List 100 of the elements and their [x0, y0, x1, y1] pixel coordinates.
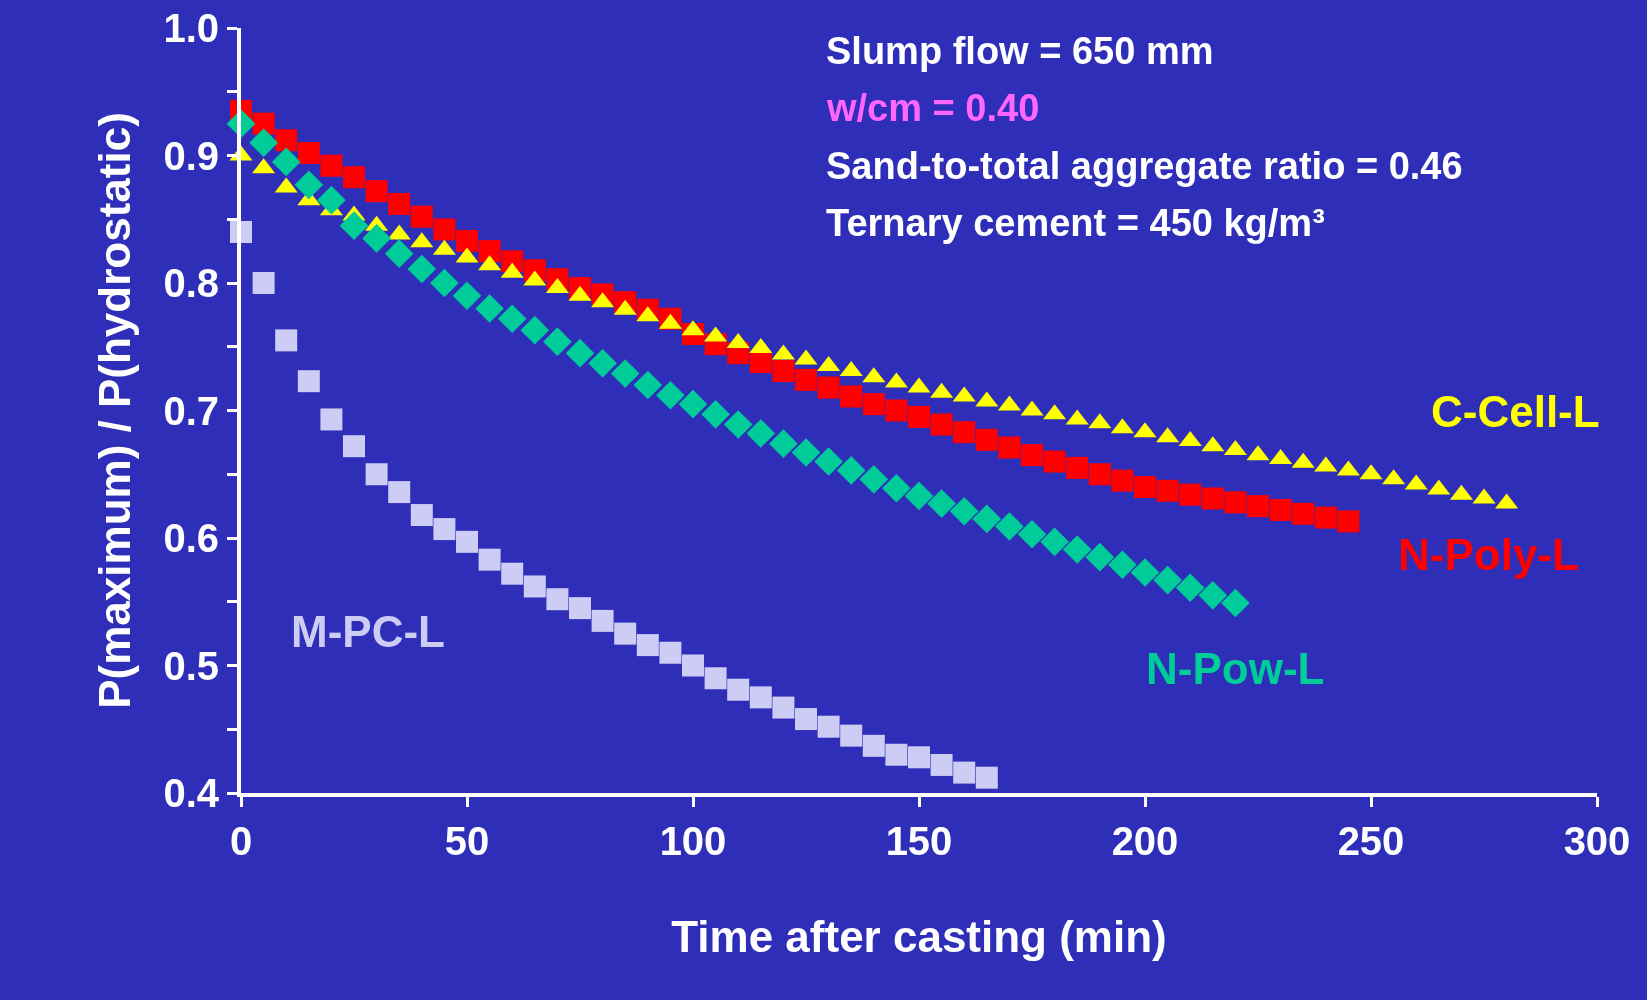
point — [656, 380, 685, 410]
point — [452, 281, 482, 311]
point — [791, 438, 821, 467]
point — [1247, 495, 1269, 518]
point — [930, 413, 953, 436]
point — [862, 734, 885, 757]
point — [1198, 581, 1228, 610]
point — [953, 421, 976, 444]
point — [904, 481, 934, 511]
point — [565, 338, 595, 368]
series-label: M-PC-L — [291, 607, 445, 656]
point — [972, 504, 1002, 534]
point — [1314, 506, 1337, 529]
point — [317, 185, 346, 215]
x-tick-label: 250 — [1337, 819, 1405, 863]
point — [297, 370, 320, 393]
point — [275, 329, 298, 352]
point — [927, 489, 956, 518]
annotation: Slump flow = 650 mm — [826, 30, 1214, 72]
annotation: Ternary cement = 450 kg/m³ — [826, 202, 1325, 244]
point — [275, 129, 298, 152]
point — [614, 622, 637, 645]
point — [339, 211, 369, 240]
point — [836, 456, 866, 485]
point — [1108, 550, 1137, 580]
point — [320, 154, 343, 177]
point — [817, 715, 840, 738]
point — [1175, 573, 1205, 603]
point — [365, 180, 388, 203]
point — [478, 240, 501, 263]
point — [456, 530, 478, 553]
point — [814, 447, 843, 476]
point — [908, 405, 930, 428]
point — [633, 370, 663, 400]
point — [1224, 491, 1247, 514]
y-tick-label: 0.8 — [163, 261, 219, 305]
annotation: Sand-to-total aggregate ratio = 0.46 — [826, 145, 1463, 187]
y-axis-title: P(maximum) / P(hydrostatic) — [89, 112, 139, 709]
point — [1269, 498, 1292, 521]
point — [704, 667, 727, 690]
point — [410, 205, 433, 228]
y-tick-label: 0.9 — [163, 133, 219, 178]
series-label: C-Cell-L — [1431, 387, 1600, 436]
point — [769, 429, 798, 458]
point — [749, 686, 772, 709]
point — [682, 654, 704, 677]
point — [610, 359, 640, 388]
point — [297, 141, 320, 164]
point — [343, 435, 365, 458]
point — [497, 304, 527, 333]
point — [975, 428, 998, 451]
point — [1153, 565, 1182, 595]
point — [388, 192, 411, 215]
point — [1040, 527, 1069, 557]
point — [975, 766, 998, 789]
point — [1130, 558, 1160, 587]
point — [1085, 542, 1115, 572]
point — [1021, 444, 1043, 467]
point — [1043, 450, 1066, 473]
point — [882, 473, 911, 503]
point — [1017, 519, 1047, 549]
point — [995, 512, 1024, 541]
point — [1292, 502, 1315, 525]
point — [478, 548, 501, 571]
y-tick-label: 0.6 — [163, 516, 219, 560]
point — [456, 229, 478, 252]
point — [388, 481, 411, 504]
y-tick-label: 1.0 — [163, 6, 219, 50]
point — [320, 408, 343, 431]
point — [384, 239, 414, 268]
point — [840, 724, 863, 747]
point — [433, 218, 456, 241]
y-tick-label: 0.5 — [163, 643, 219, 688]
point — [591, 609, 614, 632]
x-tick-label: 300 — [1563, 819, 1631, 863]
point — [569, 597, 591, 620]
point — [588, 349, 617, 378]
y-tick-label: 0.7 — [163, 388, 219, 433]
point — [859, 465, 889, 494]
point — [543, 327, 572, 356]
point — [727, 678, 750, 701]
point — [930, 753, 953, 776]
point — [678, 389, 708, 419]
point — [949, 496, 979, 526]
point — [772, 359, 795, 382]
point — [772, 696, 795, 719]
series-label: N-Poly-L — [1398, 530, 1579, 579]
point — [294, 170, 324, 200]
point — [1221, 588, 1250, 618]
point — [501, 562, 524, 585]
y-tick-label: 0.4 — [163, 771, 220, 815]
x-tick-label: 50 — [444, 819, 490, 863]
point — [546, 588, 569, 611]
point — [249, 128, 278, 158]
point — [343, 166, 365, 189]
point — [365, 463, 388, 486]
point — [1156, 479, 1179, 502]
point — [1062, 535, 1092, 564]
point — [723, 410, 753, 439]
point — [430, 268, 459, 298]
